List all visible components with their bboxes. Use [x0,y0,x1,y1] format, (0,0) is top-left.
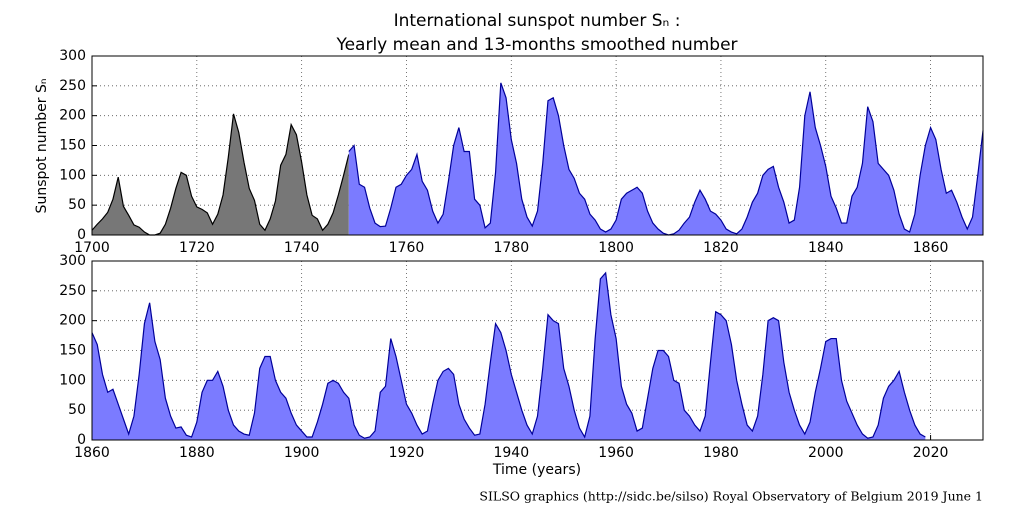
y-tick-label: 50 [68,402,86,418]
y-tick-label: 300 [59,48,86,64]
area-line [91,271,926,439]
x-tick-label: 2020 [913,445,949,461]
y-tick-label: 100 [59,372,86,388]
area-fill [348,82,984,235]
chart-title: International sunspot number Sₙ : [394,11,681,31]
y-tick-label: 200 [59,313,86,329]
plot-frame [91,260,984,441]
x-tick-label: 1960 [598,445,634,461]
y-tick-label: 250 [59,283,86,299]
area-fill [92,272,926,440]
y-tick-label: 0 [77,432,86,448]
y-tick-label: 300 [59,253,86,269]
y-tick-label: 150 [59,343,86,359]
chart-subtitle: Yearly mean and 13-months smoothed numbe… [335,35,737,55]
y-tick-label: 200 [59,108,86,124]
x-tick-label: 1740 [284,240,320,256]
y-tick-label: 100 [59,167,86,183]
y-tick-label: 0 [77,227,86,243]
y-tick-label: 150 [59,138,86,154]
y-tick-label: 250 [59,78,86,94]
x-tick-label: 1780 [493,240,529,256]
x-tick-label: 1800 [598,240,634,256]
x-axis-label: Time (years) [492,462,581,478]
x-tick-label: 1940 [493,445,529,461]
area-line [91,113,350,236]
x-tick-label: 1720 [179,240,215,256]
x-tick-label: 1880 [179,445,215,461]
x-tick-label: 1860 [74,445,110,461]
y-axis-label: Sunspot number Sₙ [34,79,50,214]
area-fill [92,113,349,235]
y-tick-label: 50 [68,197,86,213]
x-tick-label: 1900 [284,445,320,461]
footer: SILSO graphics (http://sidc.be/silso) Ro… [479,489,983,504]
x-tick-label: 2000 [808,445,844,461]
x-tick-label: 1840 [808,240,844,256]
area-line [348,82,984,236]
x-tick-label: 1860 [913,240,949,256]
plot-frame [91,55,984,236]
x-tick-label: 1700 [74,240,110,256]
x-tick-label: 1980 [703,445,739,461]
x-tick-label: 1760 [389,240,425,256]
x-tick-label: 1820 [703,240,739,256]
x-tick-label: 1920 [389,445,425,461]
